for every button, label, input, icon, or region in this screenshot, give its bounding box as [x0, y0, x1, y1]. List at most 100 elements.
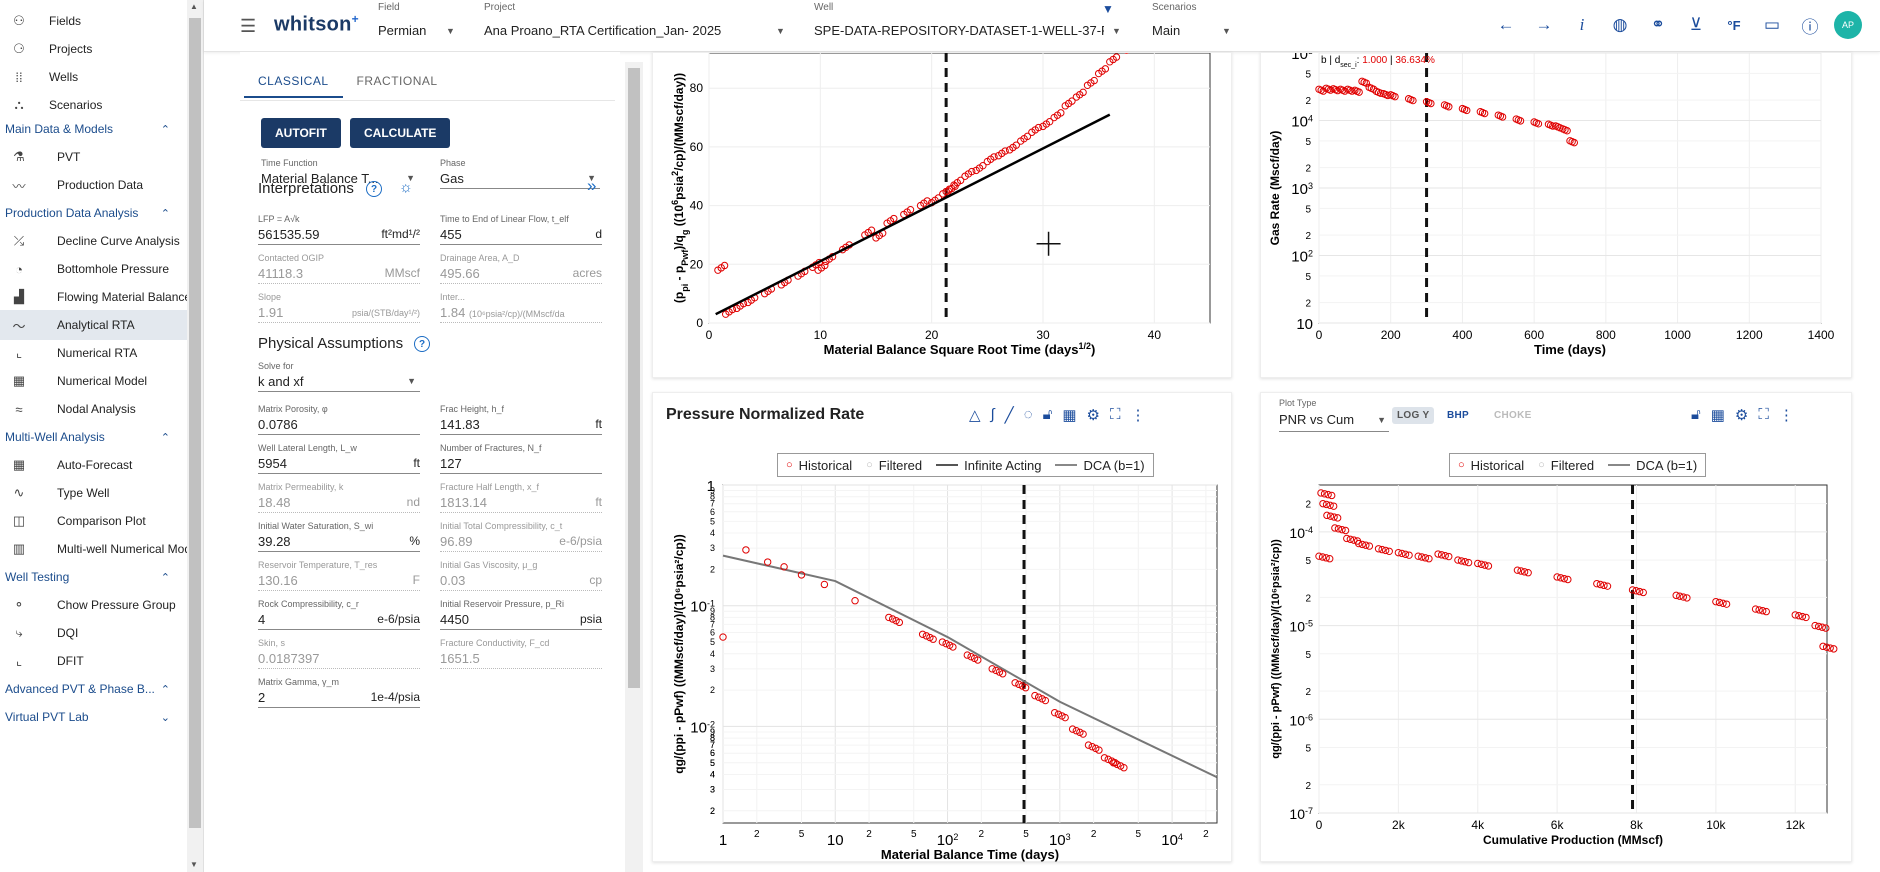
- scroll-down-arrow[interactable]: ▼: [190, 860, 198, 869]
- fullscreen-icon[interactable]: ⛶: [1758, 406, 1769, 423]
- more-icon[interactable]: ⋮: [1130, 407, 1146, 424]
- expand-icon[interactable]: »: [587, 176, 597, 195]
- more-icon[interactable]: ⋮: [1778, 407, 1794, 424]
- sidebar-item-multi-well-numerical-mod-[interactable]: ▥ Multi-well Numerical Mod...: [0, 534, 203, 564]
- autofit-button[interactable]: AUTOFIT: [261, 118, 341, 148]
- nav-item-fields[interactable]: ⚇ Fields: [0, 6, 203, 36]
- line-tool-icon[interactable]: ╱: [1004, 407, 1014, 424]
- lfp-field[interactable]: LFP = A√k 561535.59 ft²md¹/²: [258, 214, 420, 245]
- settings-icon[interactable]: ⚙: [1086, 407, 1100, 424]
- y-tick-label: 10-2: [690, 719, 715, 736]
- project-select[interactable]: Project Ana Proano_RTA Certification_Jan…: [484, 2, 785, 38]
- bug-icon[interactable]: ☼: [399, 179, 413, 196]
- triangle-icon[interactable]: △: [969, 407, 981, 424]
- globe-icon[interactable]: ◍: [1612, 15, 1628, 34]
- settings-icon[interactable]: ⚙: [1734, 407, 1749, 424]
- y-axis-label: qg/(ppi - pPwf) ((MMscf/day)/(10⁶psia²/c…: [672, 534, 686, 774]
- initial-pressure-field[interactable]: Initial Reservoir Pressure, p_Ri 4450 psi…: [440, 599, 602, 630]
- matrix-gamma-field[interactable]: Matrix Gamma, γ_m 2 1e-4/psia: [258, 677, 420, 708]
- help-icon[interactable]: ⓘ: [1801, 17, 1819, 37]
- whitson-logo[interactable]: whitson+: [274, 12, 359, 36]
- choke-toggle[interactable]: CHOKE: [1494, 410, 1532, 421]
- sidebar-item-nodal-analysis[interactable]: ≈ Nodal Analysis: [0, 394, 203, 424]
- filter-icon[interactable]: ▼: [1102, 2, 1114, 16]
- data-point: [1802, 613, 1810, 622]
- sidebar-item-decline-curve-analysis[interactable]: ⤰ Decline Curve Analysis: [0, 226, 203, 256]
- help-icon[interactable]: ?: [366, 181, 382, 197]
- telf-field[interactable]: Time to End of Linear Flow, t_elf 455 d: [440, 214, 602, 245]
- sidebar-item-pvt[interactable]: ⚗ PVT: [0, 142, 203, 172]
- sidebar-item-analytical-rta[interactable]: 〜 Analytical RTA: [0, 310, 203, 340]
- plot-type-select[interactable]: PNR vs Cum ▼: [1279, 412, 1389, 432]
- lasso-icon[interactable]: ◌: [1023, 406, 1033, 423]
- link-icon[interactable]: ⚭: [1650, 15, 1666, 34]
- fahrenheit-icon[interactable]: °F: [1727, 17, 1741, 33]
- nav-section-header[interactable]: Advanced PVT & Phase B... ⌃: [0, 676, 188, 702]
- sidebar-item-numerical-rta[interactable]: ⌞ Numerical RTA: [0, 338, 203, 368]
- nav-item-projects[interactable]: ⚆ Projects: [0, 34, 203, 64]
- nav-section-header[interactable]: Main Data & Models ⌃: [0, 116, 188, 142]
- well-select[interactable]: Well SPE-DATA-REPOSITORY-DATASET-1-WELL-…: [814, 2, 1121, 38]
- nav-section-header[interactable]: Virtual PVT Lab ⌄: [0, 704, 188, 730]
- sidebar-item-type-well[interactable]: ∿ Type Well: [0, 478, 203, 508]
- calculate-button[interactable]: CALCULATE: [350, 118, 451, 148]
- table-icon[interactable]: ▦: [1710, 407, 1725, 424]
- frac-height-field[interactable]: Frac Height, h_f 141.83 ft: [440, 404, 602, 435]
- solve-for-select[interactable]: Solve for k and xf ▼: [258, 361, 420, 392]
- nav-section-header[interactable]: Production Data Analysis ⌃: [0, 200, 188, 226]
- menu-icon[interactable]: ☰: [240, 16, 257, 36]
- nav-section-header[interactable]: Well Testing ⌃: [0, 564, 188, 590]
- x-tick-label: 103: [1049, 832, 1071, 849]
- scenario-select[interactable]: Scenarios Main ▼: [1152, 2, 1231, 38]
- sidebar-item-auto-forecast[interactable]: ▦ Auto-Forecast: [0, 450, 203, 480]
- sidebar-item-dqi[interactable]: ⤷ DQI: [0, 618, 203, 648]
- tab-fractional[interactable]: FRACTIONAL: [356, 74, 438, 88]
- left-nav-scroll-thumb[interactable]: [189, 18, 201, 828]
- data-point: [1012, 141, 1020, 149]
- sidebar-item-chow-pressure-group[interactable]: ⚬ Chow Pressure Group: [0, 590, 203, 620]
- fullscreen-icon[interactable]: ⛶: [1109, 406, 1121, 423]
- data-point: [1326, 555, 1334, 563]
- nav-section-header[interactable]: Multi-Well Analysis ⌃: [0, 424, 188, 450]
- gas-rate-chart[interactable]: 0 200 400 600 800 1000 1200 1400102510225103251…: [1261, 46, 1853, 379]
- table-icon[interactable]: ▦: [1062, 407, 1077, 424]
- download-icon[interactable]: ⊻: [1689, 15, 1703, 34]
- scroll-up-arrow[interactable]: ▲: [190, 2, 198, 11]
- x-axis-label: Cumulative Production (MMscf): [1483, 833, 1663, 847]
- num-fractures-field[interactable]: Number of Fractures, N_f 127: [440, 443, 602, 474]
- lateral-length-field[interactable]: Well Lateral Length, L_w 5954 ft: [258, 443, 420, 474]
- field-select[interactable]: Field Permian ▼: [378, 2, 455, 38]
- y-tick-label: 60: [690, 140, 704, 154]
- x-tick-label: 600: [1524, 328, 1544, 342]
- sqrt-time-chart[interactable]: 0 10 20 30 40 0 20 40 60 80 Material Balance Squar…: [653, 41, 1233, 379]
- sidebar-item-numerical-model[interactable]: ▦ Numerical Model: [0, 366, 203, 396]
- integral-icon[interactable]: ∫: [990, 406, 995, 423]
- sidebar-item-comparison-plot[interactable]: ◫ Comparison Plot: [0, 506, 203, 536]
- left-nav-scrollbar[interactable]: ▲ ▼: [187, 0, 203, 872]
- bhp-toggle[interactable]: BHP: [1447, 410, 1470, 421]
- unlock-icon[interactable]: 🔓︎: [1691, 406, 1701, 423]
- sidebar-item-bottomhole-pressure[interactable]: ◔ Bottomhole Pressure: [0, 254, 203, 284]
- sidebar-item-production-data[interactable]: 〰 Production Data: [0, 170, 203, 200]
- data-point: [1084, 741, 1093, 749]
- arrow-right-icon[interactable]: →: [1535, 15, 1553, 34]
- log-y-toggle[interactable]: LOG Y: [1392, 407, 1435, 424]
- porosity-field[interactable]: Matrix Porosity, φ 0.0786: [258, 404, 420, 435]
- panel-scrollbar[interactable]: [625, 62, 643, 872]
- tab-classical[interactable]: CLASSICAL: [244, 66, 343, 98]
- info-icon[interactable]: i: [1579, 15, 1585, 34]
- time-function-select[interactable]: Time Function Material Balance T... ▼: [261, 158, 415, 186]
- water-saturation-field[interactable]: Initial Water Saturation, S_wi 39.28%: [258, 521, 420, 552]
- sidebar-item-dfit[interactable]: ⌞ DFIT: [0, 646, 203, 676]
- avatar[interactable]: AP: [1834, 11, 1862, 39]
- help-icon[interactable]: ?: [414, 336, 430, 352]
- sidebar-item-flowing-material-balance[interactable]: ▟ Flowing Material Balance: [0, 282, 203, 312]
- chat-icon[interactable]: ▭: [1763, 15, 1781, 34]
- arrow-left-icon[interactable]: ←: [1497, 15, 1515, 34]
- rock-compressibility-field[interactable]: Rock Compressibility, c_r 4 e-6/psia: [258, 599, 420, 630]
- unlock-icon[interactable]: 🔓︎: [1042, 406, 1053, 423]
- nav-item-wells[interactable]: ⁞⁞ Wells: [0, 62, 203, 92]
- nav-item-scenarios[interactable]: ⛬ Scenarios: [0, 90, 203, 120]
- panel-scroll-thumb[interactable]: [628, 68, 640, 688]
- phase-select[interactable]: Phase Gas ▼: [440, 158, 600, 189]
